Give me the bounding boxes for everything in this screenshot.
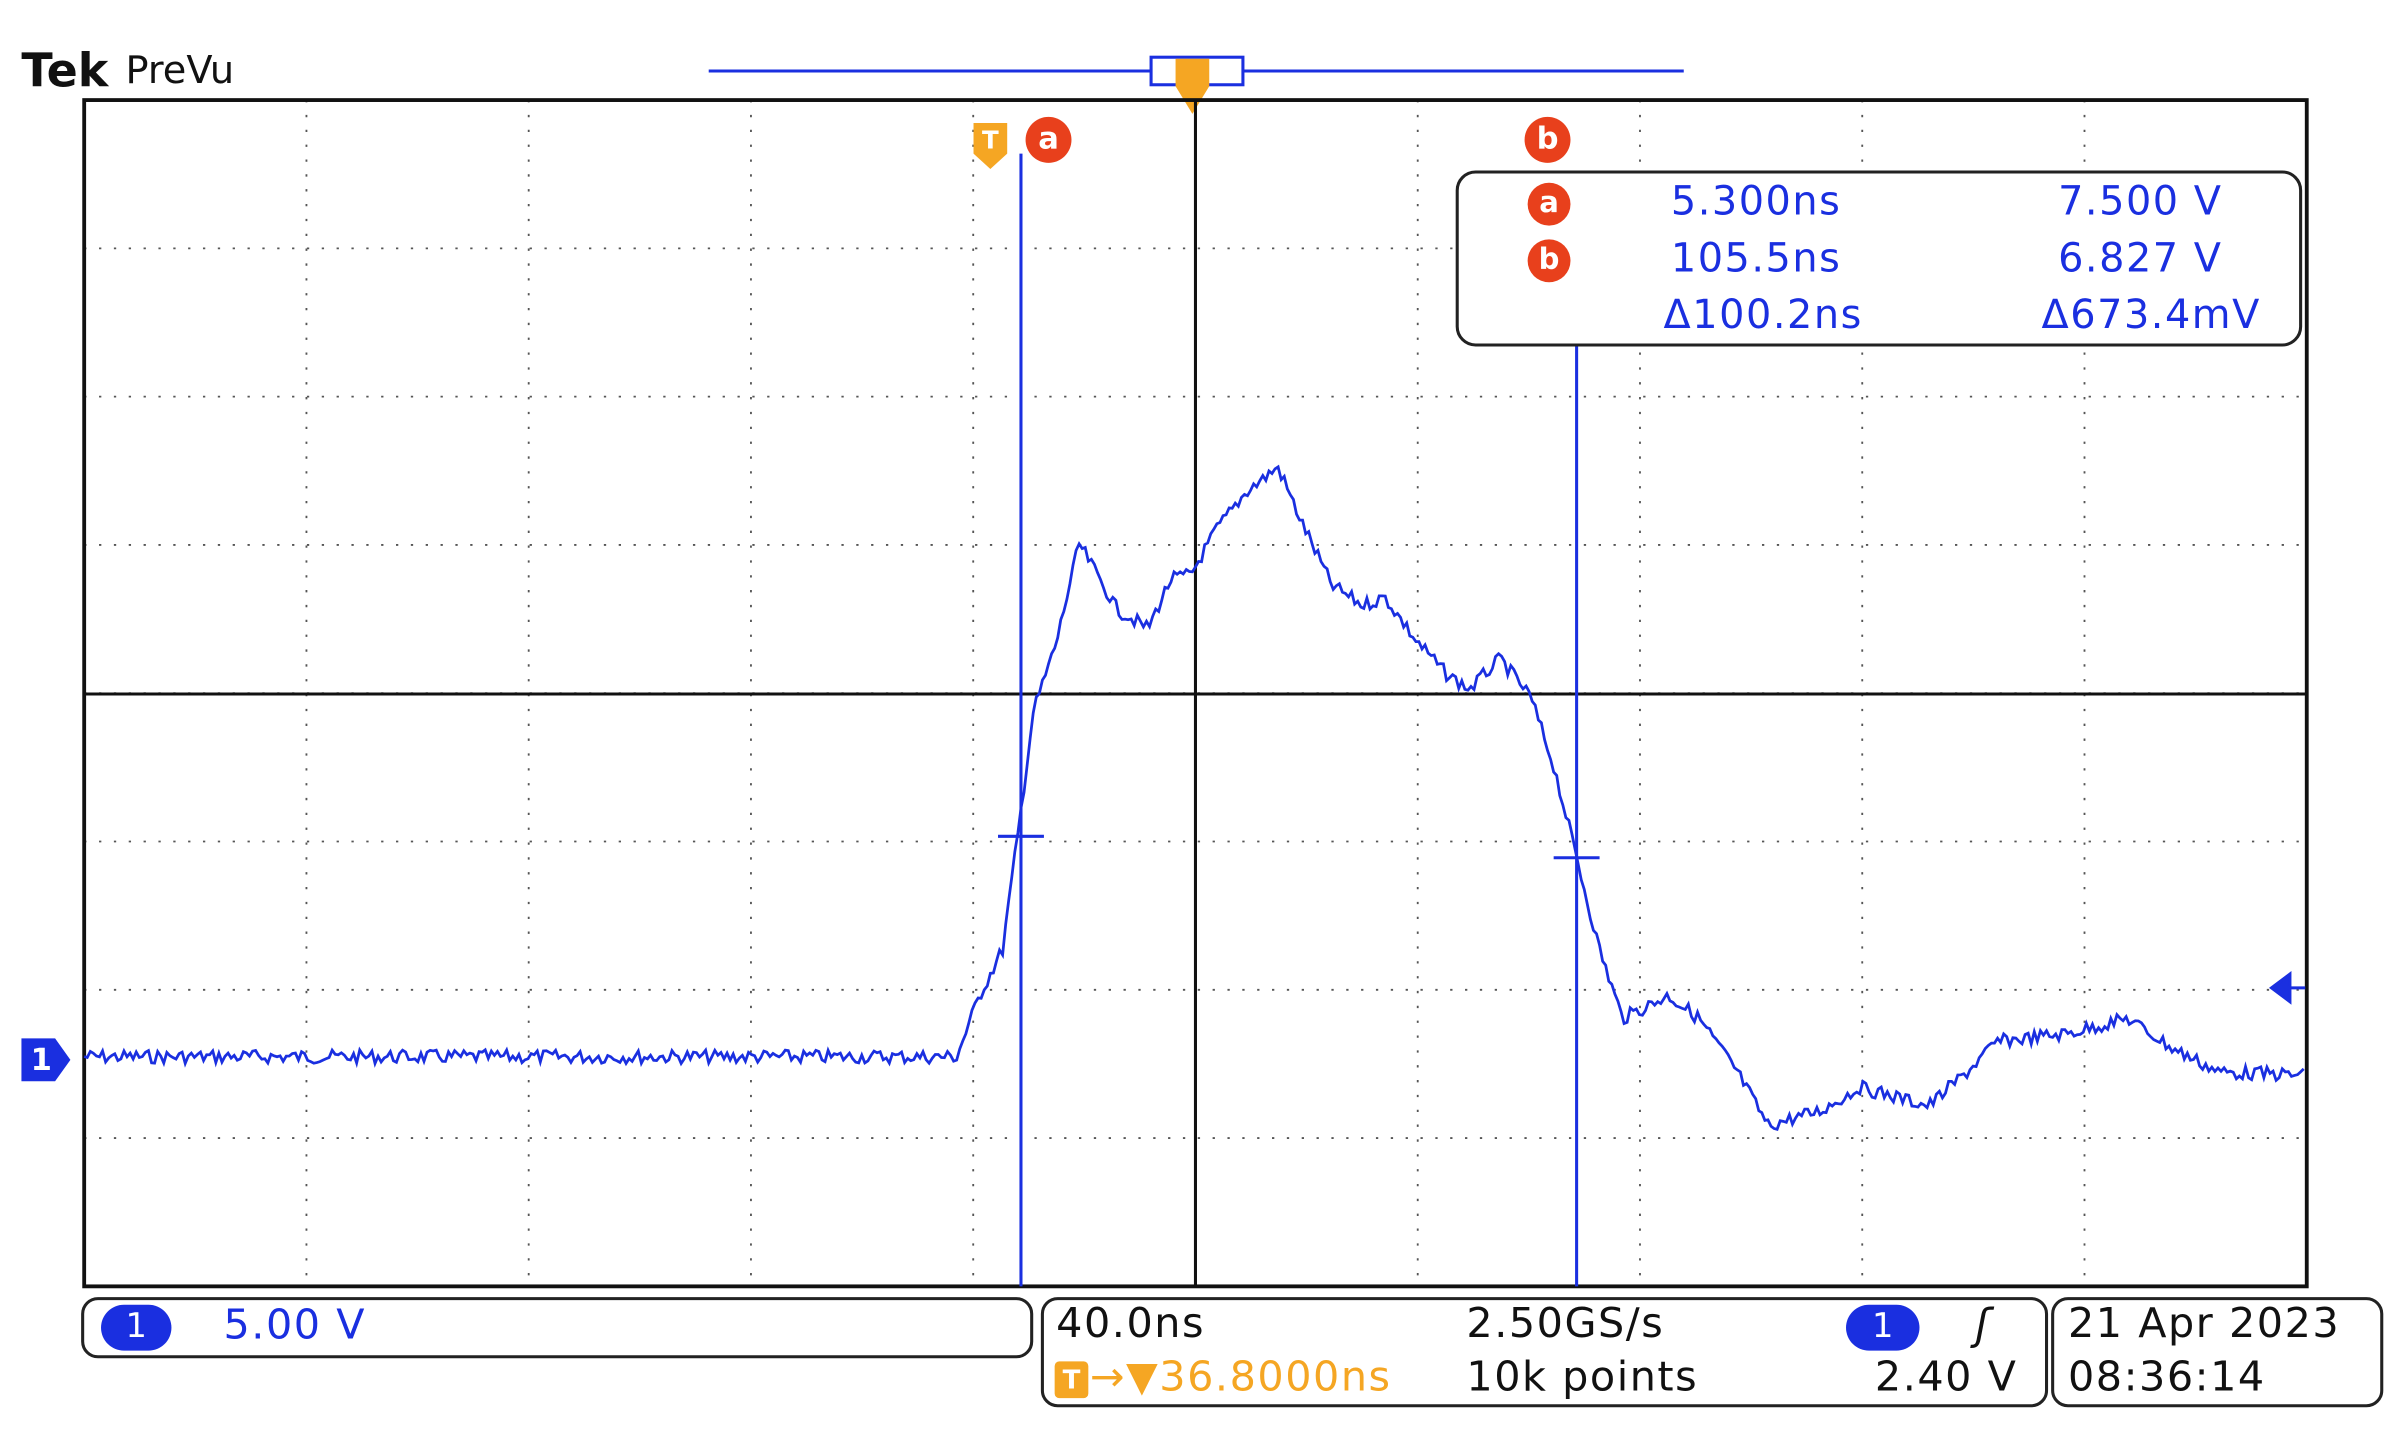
horizontal-panel bbox=[1040, 1297, 2049, 1408]
channel-panel bbox=[81, 1297, 1034, 1359]
readout-b-voltage: 6.827 V bbox=[2058, 235, 2222, 281]
time: 08:36:14 bbox=[2068, 1353, 2266, 1401]
readout-a-badge bbox=[1527, 182, 1571, 226]
channel-marker-icon bbox=[21, 1038, 71, 1082]
readout-b-time: 105.5ns bbox=[1671, 235, 1842, 281]
readout-b-label: b bbox=[1539, 242, 1560, 276]
trigger-channel-badge bbox=[1846, 1304, 1920, 1351]
timebase: 40.0ns bbox=[1056, 1299, 1205, 1347]
trigger-marker-icon bbox=[973, 123, 1008, 169]
trigger-level: 2.40 V bbox=[1875, 1353, 2018, 1401]
waveform bbox=[83, 464, 2305, 1131]
cursor-b-marker: b bbox=[1537, 121, 1559, 156]
trigger-level-marker bbox=[2268, 971, 2306, 1005]
readout-a-time: 5.300ns bbox=[1671, 179, 1842, 225]
cursor-a-marker: a bbox=[1038, 121, 1059, 156]
cursor-a-badge bbox=[1025, 116, 1072, 163]
channel-scale: 5.00 V bbox=[223, 1301, 366, 1349]
clock-panel bbox=[2051, 1297, 2384, 1408]
trigger-marker: T bbox=[982, 125, 999, 154]
channel-marker: 1 bbox=[31, 1043, 52, 1078]
readout-delta-voltage: Δ673.4mV bbox=[2042, 292, 2261, 338]
date: 21 Apr 2023 bbox=[2068, 1299, 2340, 1347]
readout-b-badge bbox=[1527, 239, 1571, 283]
readout-a-voltage: 7.500 V bbox=[2058, 179, 2222, 225]
sample-rate: 2.50GS/s bbox=[1466, 1299, 1664, 1347]
channel-badge bbox=[101, 1304, 172, 1351]
mode: PreVu bbox=[126, 48, 235, 93]
trigger-position: →▼36.8000ns bbox=[1090, 1353, 1392, 1401]
trigger-icon-box bbox=[1054, 1361, 1089, 1399]
cursor-b-badge bbox=[1524, 116, 1571, 163]
channel-number: 1 bbox=[126, 1306, 147, 1345]
readout-box bbox=[1455, 170, 2303, 347]
readout-a-label: a bbox=[1539, 185, 1559, 219]
readout-delta-time: Δ100.2ns bbox=[1664, 292, 1863, 338]
brand: Tek bbox=[21, 44, 109, 98]
trigger-icon: T bbox=[1063, 1366, 1081, 1396]
trigger-channel: 1 bbox=[1872, 1306, 1893, 1345]
record-length: 10k points bbox=[1466, 1353, 1698, 1401]
